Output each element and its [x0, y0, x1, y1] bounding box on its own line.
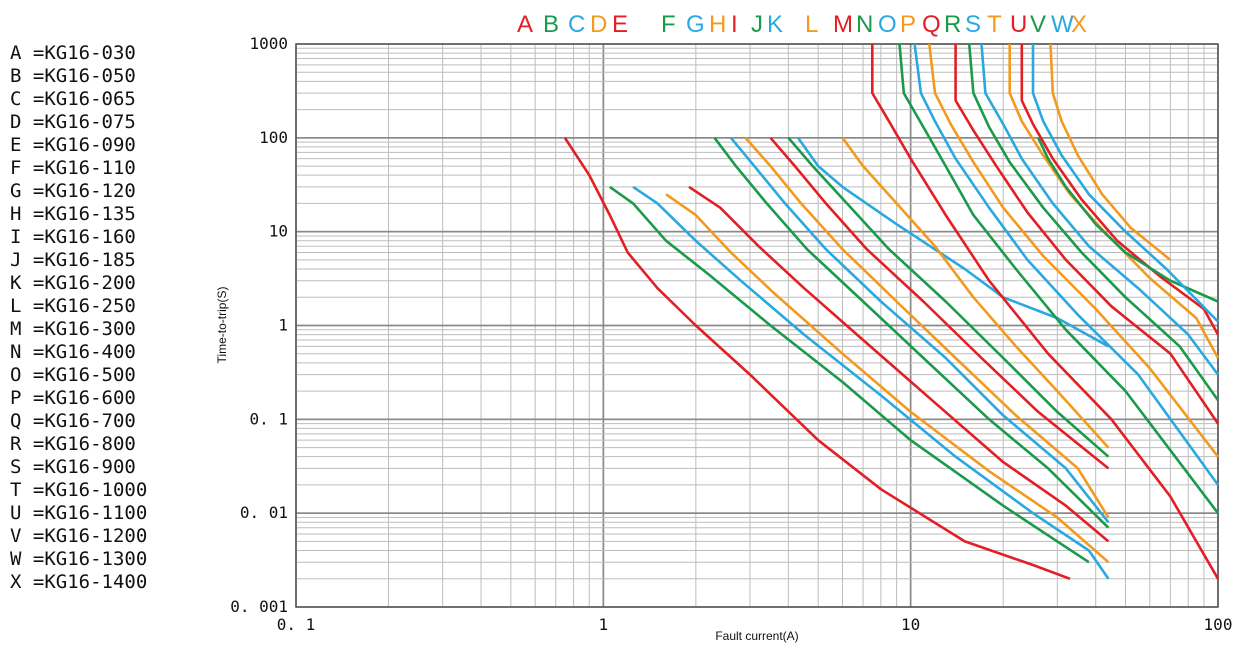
- curve-8: [769, 136, 1110, 470]
- legend-item-k: K =KG16-200: [10, 272, 136, 294]
- curve-12: [871, 44, 1220, 580]
- header-letter-b: B: [543, 11, 559, 38]
- curve-11: [841, 137, 1110, 449]
- curve-16: [954, 44, 1220, 425]
- tick-labels: 0. 1 1 10 100 0. 001 0. 01 0. 1 1 10 100 1000: [230, 34, 1232, 634]
- header-letter-i: I: [731, 11, 738, 38]
- legend-item-t: T =KG16-1000: [10, 479, 148, 501]
- legend-item-x: X =KG16-1400: [10, 571, 148, 593]
- curve-17: [967, 43, 1220, 401]
- legend: A =KG16-030 B =KG16-050 C =KG16-065 D =KG16…: [10, 42, 200, 594]
- header-letter-a: A: [517, 11, 533, 38]
- curve-6: [729, 136, 1110, 524]
- legend-item-n: N =KG16-400: [10, 341, 136, 363]
- x-tick-label: 0. 1: [277, 615, 316, 634]
- legend-item-j: J =KG16-185: [10, 249, 136, 271]
- y-axis-label: Time-to-trip(S): [215, 287, 229, 364]
- header-letter-r: R: [944, 11, 961, 38]
- plot-frame: [295, 43, 1219, 608]
- header-letter-k: K: [767, 11, 783, 38]
- legend-item-s: S =KG16-900: [10, 456, 136, 478]
- header-letter-v: V: [1030, 11, 1046, 38]
- header-letter-j: J: [751, 11, 763, 38]
- legend-item-g: G =KG16-120: [10, 180, 136, 202]
- y-tick-label: 0. 01: [240, 503, 288, 522]
- header-letter-t: T: [987, 11, 1002, 38]
- curve-20: [1020, 44, 1220, 336]
- grid: [295, 43, 1219, 608]
- legend-item-m: M =KG16-300: [10, 318, 136, 340]
- curve-18: [980, 43, 1220, 376]
- x-tick-label: 10: [901, 615, 920, 634]
- legend-item-a: A =KG16-030: [10, 42, 136, 64]
- curve-14: [913, 43, 1220, 486]
- curves: [563, 43, 1220, 581]
- header-letter-o: O: [878, 11, 897, 38]
- curve-3: [665, 193, 1110, 564]
- legend-item-v: V =KG16-1200: [10, 525, 148, 547]
- curve-letter-header: A B C D E F G H I J K L M N O P Q R S T U V WX: [517, 11, 1087, 38]
- curve-2: [632, 185, 1110, 580]
- curve-22: [1031, 44, 1219, 323]
- curve-0: [563, 137, 1071, 581]
- legend-item-o: O =KG16-500: [10, 364, 136, 386]
- legend-item-l: L =KG16-250: [10, 295, 136, 317]
- header-letter-e: E: [612, 11, 628, 38]
- y-tick-label: 1: [278, 316, 288, 335]
- y-tick-label: 0. 001: [230, 597, 288, 616]
- legend-item-u: U =KG16-1100: [10, 502, 148, 524]
- curve-19: [1008, 44, 1220, 359]
- x-axis-label: Fault current(A): [715, 629, 798, 643]
- curve-5: [713, 137, 1110, 529]
- header-letter-h: H: [709, 11, 726, 38]
- header-letter-l: L: [805, 11, 818, 38]
- curve-4: [688, 185, 1110, 543]
- legend-item-r: R =KG16-800: [10, 433, 136, 455]
- legend-item-h: H =KG16-135: [10, 203, 136, 225]
- header-letter-q: Q: [922, 11, 941, 38]
- x-tick-label: 100: [1204, 615, 1233, 634]
- header-letter-w: W: [1051, 11, 1074, 38]
- header-letter-s: S: [965, 11, 981, 38]
- curve-15: [928, 43, 1220, 458]
- header-letter-d: D: [590, 11, 607, 38]
- header-letter-g: G: [686, 11, 705, 38]
- legend-item-q: Q =KG16-700: [10, 410, 136, 432]
- legend-item-b: B =KG16-050: [10, 65, 136, 87]
- legend-item-f: F =KG16-110: [10, 157, 136, 179]
- curve-1: [609, 185, 1090, 564]
- legend-item-w: W =KG16-1300: [10, 548, 148, 570]
- curve-9: [787, 136, 1110, 458]
- y-tick-label: 10: [269, 222, 288, 241]
- header-letter-n: N: [856, 11, 873, 38]
- x-tick-label: 1: [599, 615, 609, 634]
- curve-23: [1049, 43, 1172, 261]
- header-letter-f: F: [661, 11, 676, 38]
- header-letter-c: C: [568, 11, 585, 38]
- legend-item-i: I =KG16-160: [10, 226, 136, 248]
- legend-item-p: P =KG16-600: [10, 387, 136, 409]
- legend-item-d: D =KG16-075: [10, 111, 136, 133]
- header-letter-x: X: [1071, 11, 1087, 38]
- y-tick-label: 0. 1: [249, 409, 288, 428]
- y-tick-label: 100: [259, 128, 288, 147]
- header-letter-p: P: [900, 11, 916, 38]
- header-letter-m: M: [833, 11, 853, 38]
- curve-21: [1037, 137, 1219, 303]
- curve-7: [744, 136, 1110, 519]
- header-letter-u: U: [1010, 11, 1027, 38]
- curve-10: [796, 137, 1110, 348]
- y-tick-label: 1000: [249, 34, 288, 53]
- curve-13: [898, 43, 1220, 514]
- legend-item-e: E =KG16-090: [10, 134, 136, 156]
- legend-item-c: C =KG16-065: [10, 88, 136, 110]
